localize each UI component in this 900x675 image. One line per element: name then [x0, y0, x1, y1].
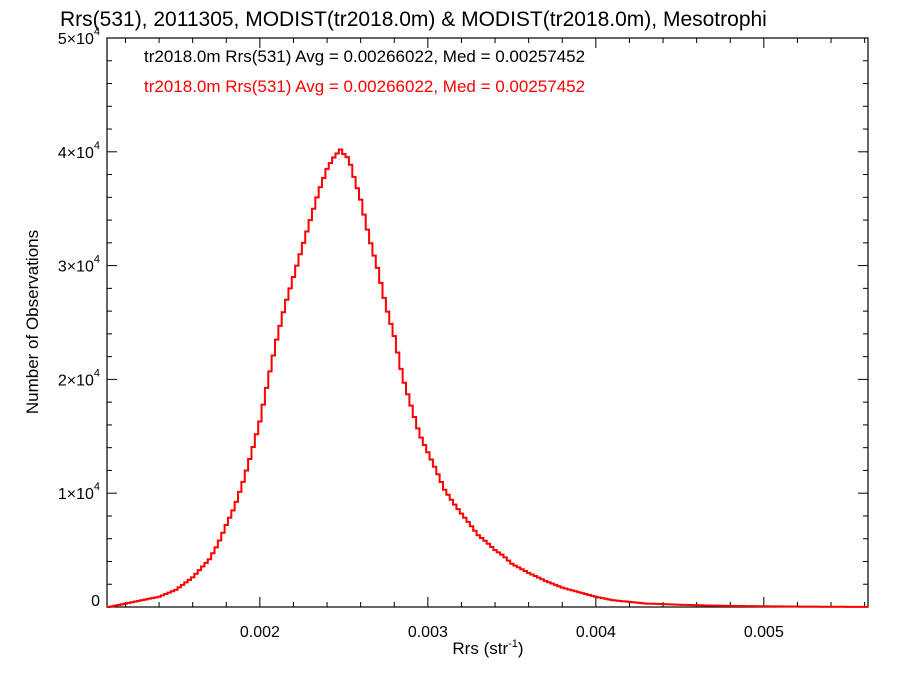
plot-frame — [106, 37, 869, 608]
y-tick-exponent: 4 — [94, 481, 100, 493]
y-tick-mantissa: 5×10 — [58, 31, 94, 48]
y-tick-exponent: 4 — [94, 367, 100, 379]
y-tick-exponent: 4 — [94, 26, 100, 38]
series-line — [107, 148, 868, 608]
y-tick-label: 1×104 — [58, 481, 100, 503]
y-tick-mantissa: 2×10 — [58, 372, 94, 389]
chart-title: Rrs(531), 2011305, MODIST(tr2018.0m) & M… — [60, 8, 767, 31]
series-layer — [107, 148, 868, 608]
axis-ticks — [107, 37, 868, 608]
annotation-red: tr2018.0m Rrs(531) Avg = 0.00266022, Med… — [144, 77, 585, 96]
y-tick-mantissa: 0 — [91, 593, 100, 610]
x-axis-label-text: Rrs (str — [452, 639, 508, 658]
x-axis-label-exponent: -1 — [508, 638, 518, 650]
x-tick-labels: 0.002 0.003 0.004 0.005 — [240, 624, 784, 641]
x-tick-label: 0.002 — [240, 624, 280, 641]
y-tick-exponent: 4 — [94, 254, 100, 266]
y-tick-exponent: 4 — [94, 140, 100, 152]
x-tick-label: 0.003 — [408, 624, 448, 641]
y-tick-label: 4×104 — [58, 140, 100, 162]
y-tick-label: 0 — [91, 593, 100, 610]
y-tick-label: 2×104 — [58, 367, 100, 389]
y-tick-mantissa: 1×10 — [58, 486, 94, 503]
x-tick-label: 0.004 — [576, 624, 616, 641]
y-tick-label: 5×104 — [58, 26, 100, 48]
annotation-black: tr2018.0m Rrs(531) Avg = 0.00266022, Med… — [144, 47, 585, 66]
y-axis-label: Number of Observations — [23, 230, 42, 414]
y-tick-label: 3×104 — [58, 254, 100, 276]
y-tick-mantissa: 3×10 — [58, 259, 94, 276]
x-axis-label-close: ) — [518, 639, 524, 658]
x-axis-label: Rrs (str-1) — [452, 638, 523, 658]
y-tick-mantissa: 4×10 — [58, 145, 94, 162]
x-tick-label: 0.005 — [744, 624, 784, 641]
